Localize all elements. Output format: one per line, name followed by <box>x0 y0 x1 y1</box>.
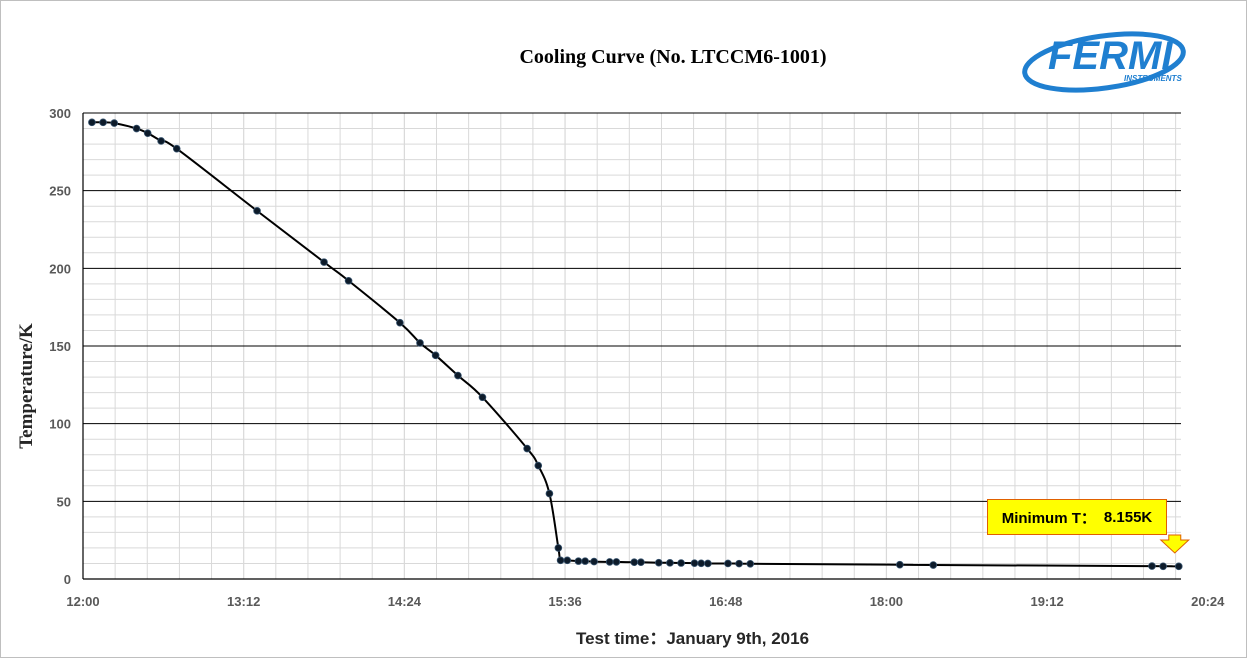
data-point <box>454 371 462 380</box>
data-point <box>253 207 261 215</box>
x-tick-label: 18:00 <box>870 594 903 609</box>
data-point <box>1148 562 1156 570</box>
logo-subtitle: INSTRUMENTS <box>1124 74 1182 83</box>
fermi-logo: FERMI INSTRUMENTS <box>1022 31 1186 93</box>
data-point <box>581 557 589 565</box>
data-point <box>545 489 554 498</box>
x-tick-label: 12:00 <box>66 594 99 609</box>
data-point <box>724 559 732 568</box>
data-point <box>431 351 440 360</box>
data-markers <box>88 118 1183 571</box>
data-point <box>554 544 563 552</box>
data-point <box>746 559 755 568</box>
data-point <box>523 444 531 453</box>
data-point <box>563 556 572 565</box>
data-point <box>132 124 141 133</box>
y-tick-label: 200 <box>49 261 71 276</box>
data-point <box>143 129 152 137</box>
data-point <box>157 137 165 145</box>
data-point <box>556 556 565 565</box>
callout-arrow-shape <box>1159 534 1191 554</box>
data-point <box>574 557 583 565</box>
y-tick-label: 100 <box>49 417 71 432</box>
y-tick-label: 250 <box>49 184 71 199</box>
data-point <box>654 558 663 567</box>
data-point <box>88 118 96 127</box>
data-point <box>896 560 904 569</box>
callout-label: Minimum T： <box>1001 509 1096 527</box>
x-tick-label: 20:24 <box>1191 594 1225 609</box>
data-point <box>344 276 353 285</box>
y-tick-label: 300 <box>49 106 71 121</box>
logo-name: FERMI <box>1048 34 1173 78</box>
minimum-temperature-callout: Minimum T： 8.155K <box>987 499 1167 535</box>
y-tick-label: 50 <box>57 494 71 509</box>
y-axis-label: Temperature/K <box>16 323 37 449</box>
data-point <box>637 558 645 567</box>
data-point <box>612 558 621 566</box>
data-point <box>1159 562 1167 571</box>
data-point <box>1174 562 1183 571</box>
data-point <box>677 559 685 567</box>
data-point <box>697 559 705 568</box>
axes <box>82 113 1181 580</box>
data-point <box>99 118 107 127</box>
data-point <box>478 393 487 402</box>
x-axis-label: Test time：January 9th, 2016 <box>575 629 810 648</box>
data-point <box>396 318 404 327</box>
data-point <box>590 557 598 566</box>
data-point <box>735 559 743 568</box>
y-tick-label: 0 <box>64 572 71 587</box>
chart-title: Cooling Curve (No. LTCCM6-1001) <box>519 46 827 68</box>
logo-swoosh <box>1022 31 1186 93</box>
tick-labels: 12:00 13:12 14:24 15:36 16:48 18:00 19:12 20:24… <box>49 106 1225 609</box>
data-point <box>690 559 699 567</box>
x-tick-label: 13:12 <box>227 594 260 609</box>
data-point <box>929 561 938 569</box>
data-point <box>416 339 424 347</box>
data-point <box>666 559 674 567</box>
callout-arrow <box>1159 534 1191 554</box>
data-point <box>172 144 181 153</box>
data-point <box>534 461 543 470</box>
data-point <box>704 559 712 568</box>
x-tick-label: 19:12 <box>1030 594 1063 609</box>
y-tick-label: 150 <box>49 339 71 354</box>
x-tick-label: 14:24 <box>388 594 422 609</box>
data-point <box>630 558 639 567</box>
data-point <box>110 119 119 127</box>
x-tick-label: 15:36 <box>548 594 581 609</box>
data-point <box>605 558 614 566</box>
callout-value: 8.155K <box>1103 508 1153 526</box>
data-point <box>320 258 328 266</box>
x-tick-label: 16:48 <box>709 594 742 609</box>
